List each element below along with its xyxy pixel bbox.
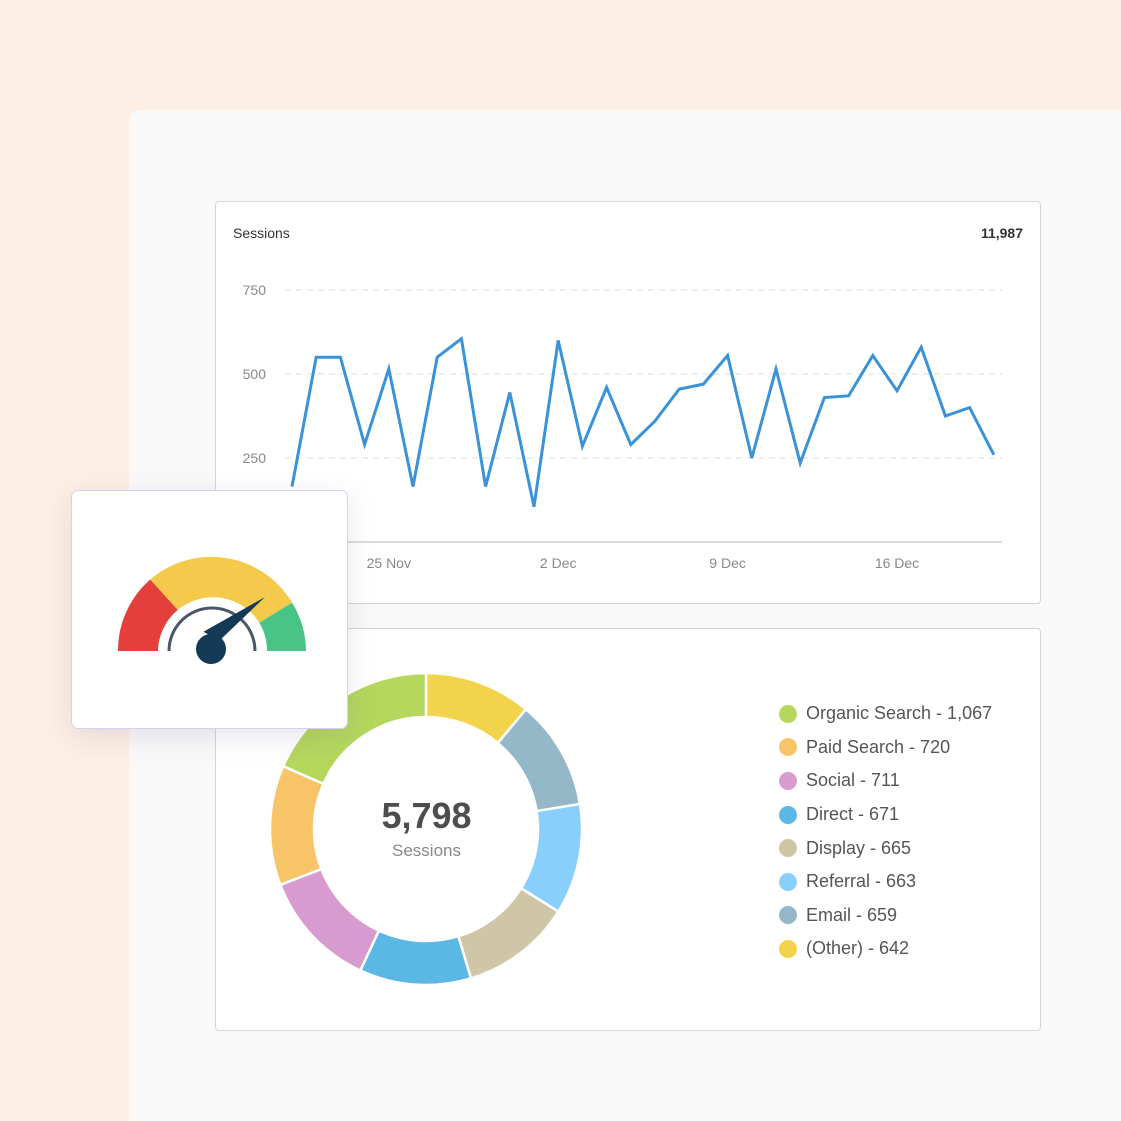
legend-item: Display - 665 bbox=[779, 831, 992, 865]
legend-label: Direct - 671 bbox=[806, 804, 900, 825]
legend-item: Email - 659 bbox=[779, 899, 992, 933]
legend-swatch bbox=[779, 906, 797, 925]
gauge-card bbox=[71, 490, 348, 729]
legend-swatch bbox=[779, 805, 797, 824]
sessions-donut-chart-card: 5,798 Sessions Organic Search - 1,067 Pai… bbox=[215, 628, 1041, 1031]
gauge-yellow-segment bbox=[150, 556, 293, 623]
donut-center-label: Sessions bbox=[392, 841, 461, 860]
donut-slice bbox=[456, 886, 561, 980]
legend-item: (Other) - 642 bbox=[779, 932, 992, 966]
donut-slice bbox=[278, 867, 381, 973]
gauge-needle-hub bbox=[196, 634, 226, 664]
legend-item: Referral - 663 bbox=[779, 865, 992, 899]
line-chart-total: 11,987 bbox=[980, 225, 1023, 241]
y-tick-label: 250 bbox=[243, 450, 267, 466]
legend-swatch bbox=[779, 771, 797, 790]
gauge-green-segment bbox=[259, 602, 306, 651]
sessions-line-chart: 250 500 750 25 Nov 2 Dec 9 Dec 16 Dec bbox=[243, 282, 1002, 571]
x-tick-label: 2 Dec bbox=[540, 555, 577, 571]
legend-item: Social - 711 bbox=[779, 764, 992, 798]
gauge-inner-arc bbox=[167, 606, 257, 652]
legend-label: (Other) - 642 bbox=[806, 938, 910, 959]
donut-slice bbox=[358, 928, 473, 987]
x-tick-label: 25 Nov bbox=[367, 555, 411, 571]
legend-item: Organic Search - 1,067 bbox=[779, 697, 992, 731]
speedometer-icon bbox=[117, 556, 306, 664]
legend-label: Organic Search - 1,067 bbox=[806, 703, 993, 724]
sessions-donut-chart bbox=[268, 671, 584, 987]
legend-item: Direct - 671 bbox=[779, 798, 992, 832]
y-tick-label: 500 bbox=[243, 366, 267, 382]
donut-legend: Organic Search - 1,067 Paid Search - 720 S… bbox=[779, 697, 992, 966]
legend-item: Paid Search - 720 bbox=[779, 731, 992, 765]
legend-label: Social - 711 bbox=[806, 770, 900, 791]
sessions-series-line bbox=[290, 336, 996, 508]
donut-center-value: 5,798 bbox=[381, 795, 472, 836]
legend-label: Display - 665 bbox=[806, 837, 912, 858]
legend-swatch bbox=[779, 939, 797, 958]
legend-swatch bbox=[779, 738, 797, 757]
gauge-needle bbox=[203, 597, 265, 641]
gauge-red-segment bbox=[117, 579, 178, 651]
legend-swatch bbox=[779, 839, 797, 858]
sessions-line-chart-card: 250 500 750 25 Nov 2 Dec 9 Dec 16 Dec Sessions… bbox=[215, 201, 1041, 604]
x-tick-label: 16 Dec bbox=[875, 555, 919, 571]
legend-swatch bbox=[779, 704, 797, 723]
y-tick-label: 750 bbox=[243, 282, 267, 298]
legend-swatch bbox=[779, 872, 797, 891]
legend-label: Referral - 663 bbox=[806, 871, 917, 892]
line-chart-title: Sessions bbox=[233, 225, 290, 241]
legend-label: Email - 659 bbox=[806, 904, 898, 925]
legend-label: Paid Search - 720 bbox=[806, 736, 951, 757]
x-tick-label: 9 Dec bbox=[709, 555, 746, 571]
